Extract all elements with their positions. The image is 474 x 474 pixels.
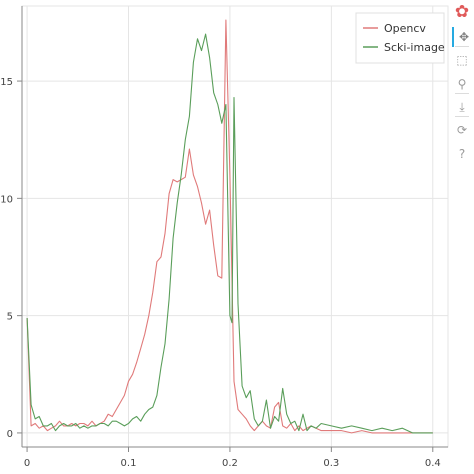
x-tick-label: 0.4 — [425, 458, 441, 469]
chart-toolbar: ✿ ✥ ⬚ ⚲ ⤓ ⟳? — [450, 0, 474, 474]
legend-label-0: Opencv — [384, 22, 426, 35]
toolbar-separator — [455, 46, 469, 47]
wheel-zoom-icon[interactable]: ⚲ — [457, 77, 467, 91]
x-tick-label: 0.1 — [121, 458, 137, 469]
series-line-1 — [26, 33, 433, 434]
help-icon[interactable]: ? — [458, 147, 466, 161]
legend-box — [355, 12, 445, 64]
reset-icon[interactable]: ⟳ — [456, 123, 468, 137]
save-icon[interactable]: ⤓ — [459, 99, 465, 114]
y-tick-label: 10 — [0, 194, 13, 205]
bokeh-logo-icon[interactable]: ✿ — [454, 2, 470, 22]
series-line-0 — [26, 19, 433, 434]
y-tick-label: 15 — [0, 77, 13, 88]
legend-label-1: Scki-image — [384, 41, 445, 54]
toolbar-separator — [455, 116, 469, 117]
box-zoom-icon[interactable]: ⬚ — [456, 53, 468, 67]
x-tick-label: 0 — [24, 458, 30, 469]
plot-frame — [21, 5, 449, 448]
x-tick-label: 0.3 — [323, 458, 339, 469]
x-tick-label: 0.2 — [222, 458, 238, 469]
pan-icon[interactable]: ✥ — [452, 27, 474, 47]
y-tick-label: 5 — [7, 312, 13, 323]
y-tick-label: 0 — [7, 429, 13, 440]
line-chart[interactable]: 0 0.1 0.2 0.3 0.4 0 5 10 15 Opencv Scki-image — [0, 0, 450, 474]
toolbar-separator — [455, 93, 469, 94]
